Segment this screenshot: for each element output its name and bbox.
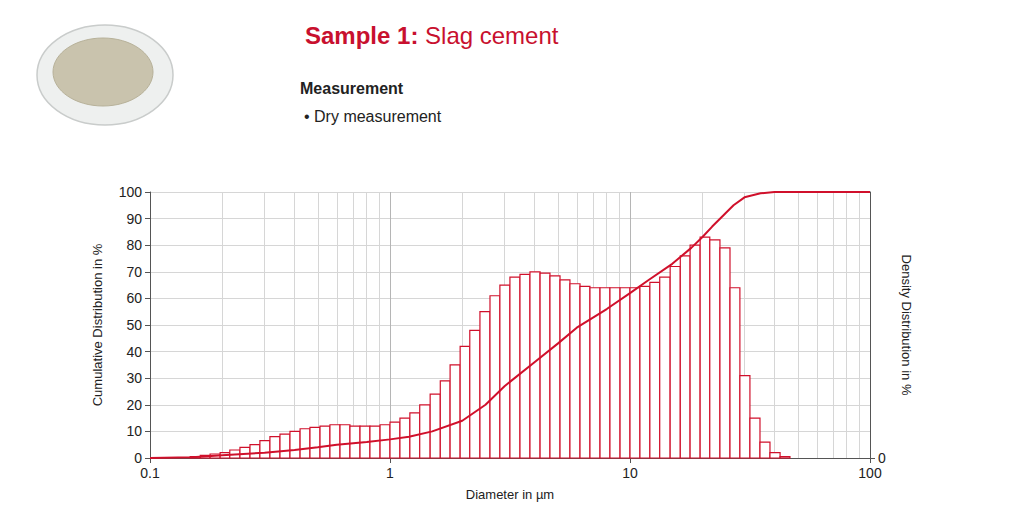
svg-text:20: 20 bbox=[126, 397, 142, 413]
svg-text:Sample 1:: Sample 1: bbox=[305, 22, 418, 49]
svg-text:Diameter in µm: Diameter in µm bbox=[466, 487, 554, 502]
svg-text:80: 80 bbox=[126, 237, 142, 253]
svg-text:100: 100 bbox=[858, 465, 882, 481]
svg-text:90: 90 bbox=[126, 211, 142, 227]
svg-text:100: 100 bbox=[119, 184, 143, 200]
svg-text:Density Distribution in %: Density Distribution in % bbox=[899, 255, 914, 396]
svg-text:0.1: 0.1 bbox=[140, 465, 160, 481]
svg-text:0: 0 bbox=[878, 450, 886, 466]
svg-text:50: 50 bbox=[126, 317, 142, 333]
svg-text:1: 1 bbox=[386, 465, 394, 481]
svg-text:30: 30 bbox=[126, 370, 142, 386]
svg-text:• Dry measurement: • Dry measurement bbox=[304, 108, 442, 125]
svg-text:60: 60 bbox=[126, 290, 142, 306]
svg-text:Slag cement: Slag cement bbox=[418, 22, 558, 49]
svg-text:Measurement: Measurement bbox=[300, 80, 404, 97]
svg-text:70: 70 bbox=[126, 264, 142, 280]
svg-text:10: 10 bbox=[622, 465, 638, 481]
svg-text:40: 40 bbox=[126, 344, 142, 360]
svg-text:0: 0 bbox=[134, 450, 142, 466]
svg-text:10: 10 bbox=[126, 423, 142, 439]
svg-text:Cumulative Distribution in %: Cumulative Distribution in % bbox=[90, 243, 105, 406]
